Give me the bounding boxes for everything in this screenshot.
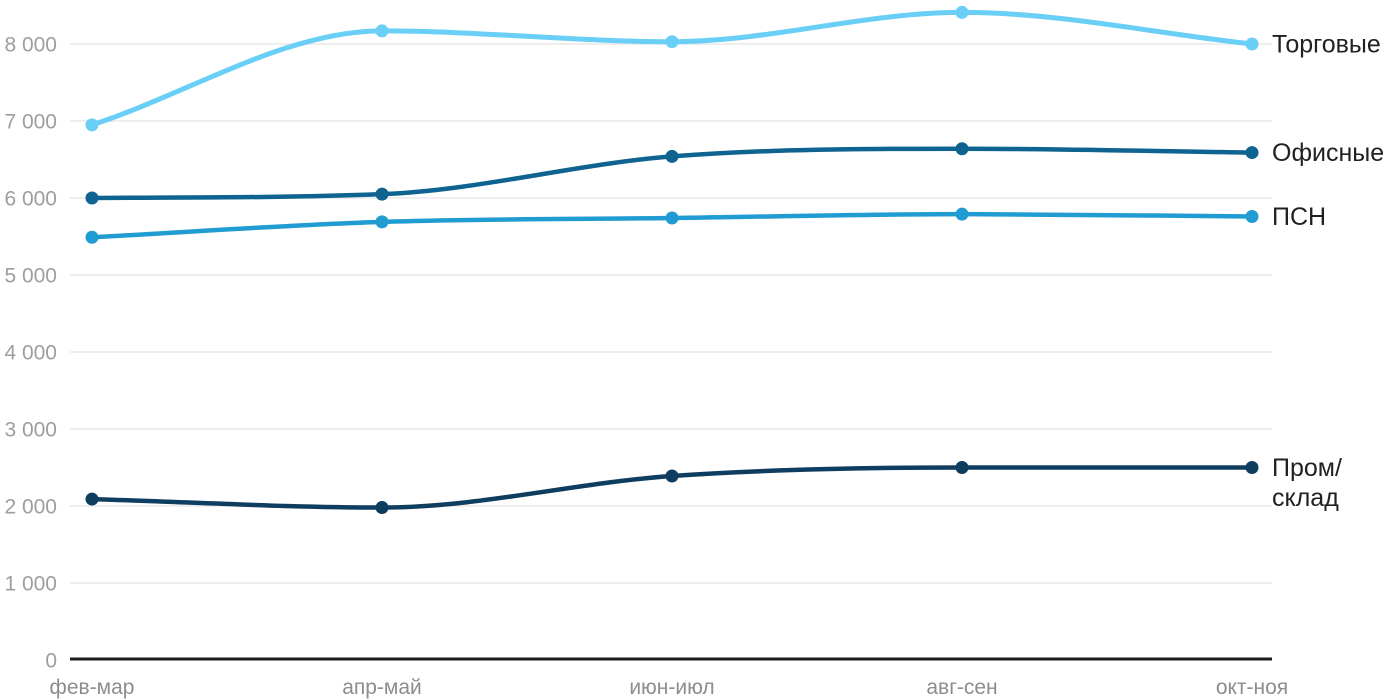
series-label-0: Торговые [1272,31,1381,59]
series-label-3: Пром/склад [1272,454,1342,512]
data-point[interactable] [665,35,679,49]
y-axis-tick-label: 4 000 [4,342,57,365]
data-point[interactable] [955,5,969,19]
y-axis-tick-label: 3 000 [4,419,57,442]
series-labels-group: Торговые Офисные ПСН Пром/склад [1272,31,1384,513]
data-point[interactable] [375,24,389,38]
x-axis-tick-label: авг-сен [926,676,997,699]
series-line-0 [89,9,1255,128]
x-axis-tick-label: апр-май [342,676,422,699]
gridlines-group [70,43,1272,584]
y-axis-tick-label: 6 000 [4,188,57,211]
x-axis-tick-label: окт-ноя [1216,676,1288,699]
data-point[interactable] [375,187,389,201]
data-point[interactable] [85,492,99,506]
data-point[interactable] [665,149,679,163]
series-label-1: Офисные [1272,139,1384,167]
x-axis-tick-label: фев-мар [50,676,135,699]
data-point[interactable] [955,461,969,474]
data-point[interactable] [85,118,99,132]
data-point[interactable] [1245,146,1259,160]
x-axis-tick-label: июн-июл [629,676,714,699]
data-point[interactable] [1245,209,1259,223]
data-point[interactable] [375,215,389,229]
data-point[interactable] [1245,461,1259,474]
data-point[interactable] [665,469,679,483]
y-axis-tick-label: 2 000 [4,496,57,519]
y-axis-labels-group: 0 1 000 2 000 3 000 4 000 5 000 6 000 7 000 8 00… [4,34,57,673]
x-axis-labels-group: фев-мар апр-май июн-июл авг-сен окт-ноя [50,676,1289,699]
y-axis-tick-label: 0 [45,650,57,673]
data-point[interactable] [85,191,99,205]
data-point[interactable] [955,207,969,221]
y-axis-tick-label: 7 000 [4,111,57,134]
series-label-2: ПСН [1272,203,1326,231]
data-point[interactable] [665,211,679,225]
data-point[interactable] [375,501,389,515]
data-point[interactable] [85,230,99,244]
y-axis-tick-label: 5 000 [4,265,57,288]
data-point[interactable] [955,142,969,156]
series-group [85,5,1259,515]
y-axis-tick-label: 1 000 [4,573,57,596]
data-point[interactable] [1245,37,1259,51]
y-axis-tick-label: 8 000 [4,34,57,57]
